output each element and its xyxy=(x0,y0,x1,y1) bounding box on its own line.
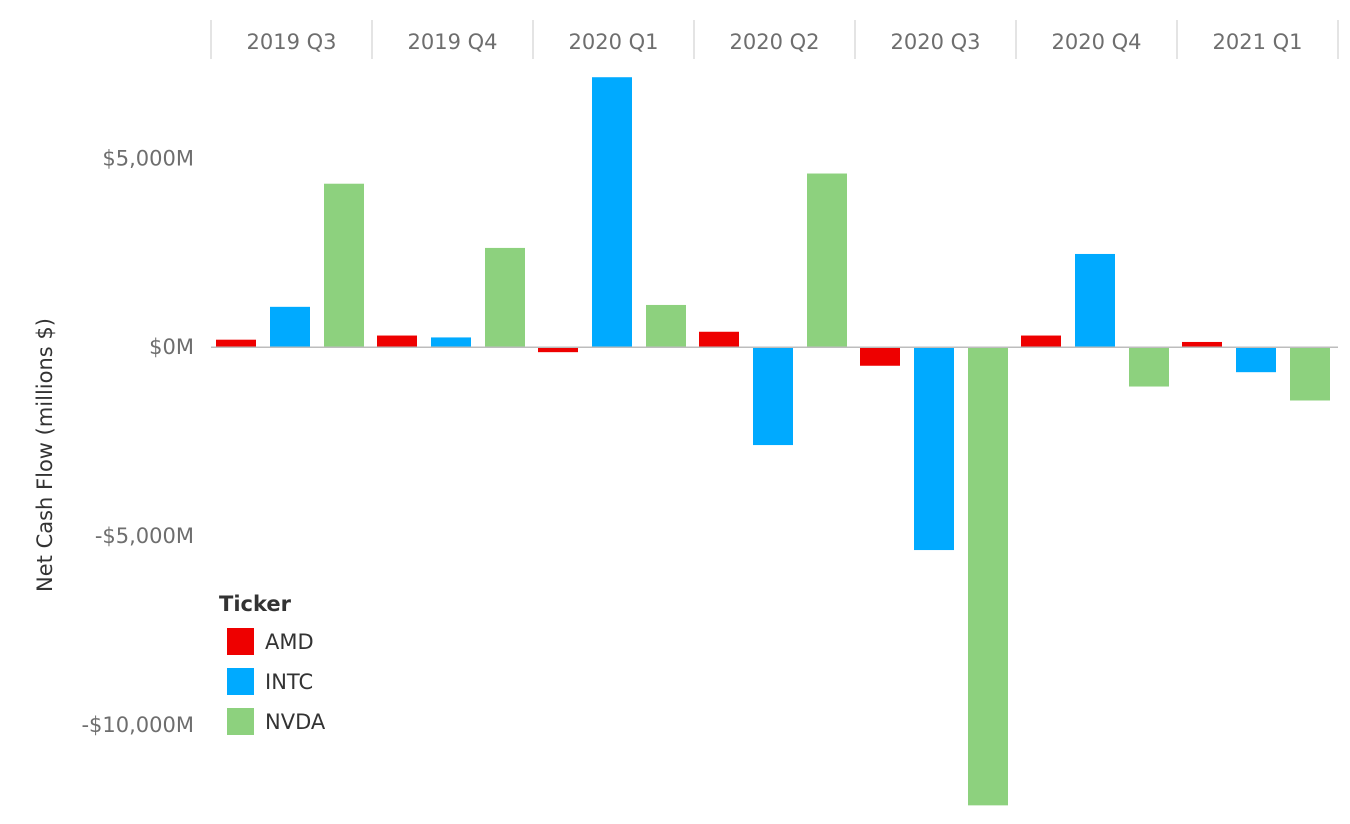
bar-intc xyxy=(1075,253,1115,348)
bar-amd xyxy=(699,331,739,348)
bar-nvda xyxy=(807,173,847,348)
period-label: 2020 Q4 xyxy=(1051,30,1141,54)
bar-nvda xyxy=(324,183,364,348)
y-tick-label: $0M xyxy=(149,335,194,359)
bar-intc xyxy=(592,77,632,348)
y-tick-label: -$10,000M xyxy=(81,713,194,737)
period-label: 2020 Q1 xyxy=(568,30,658,54)
bar-intc xyxy=(270,306,310,348)
bar-nvda xyxy=(1129,347,1169,387)
legend-items: AMD INTC NVDA xyxy=(227,628,326,735)
period-label: 2019 Q4 xyxy=(407,30,497,54)
bar-intc xyxy=(1236,347,1276,373)
bar-nvda xyxy=(1290,347,1330,401)
bars xyxy=(216,77,1330,806)
legend-swatch-amd xyxy=(227,628,254,655)
legend-label-amd: AMD xyxy=(265,630,314,654)
y-axis-title: Net Cash Flow (millions $) xyxy=(33,318,57,592)
bar-intc xyxy=(914,347,954,551)
y-axis: $5,000M $0M -$5,000M -$10,000M xyxy=(81,146,194,736)
bar-nvda xyxy=(485,247,525,348)
period-header: 2019 Q3 2019 Q4 2020 Q1 2020 Q2 2020 Q3 2020 … xyxy=(210,20,1339,59)
period-label: 2021 Q1 xyxy=(1212,30,1302,54)
legend-swatch-intc xyxy=(227,668,254,695)
period-label: 2019 Q3 xyxy=(246,30,336,54)
y-tick-label: $5,000M xyxy=(102,146,194,170)
bar-amd xyxy=(1182,341,1222,348)
legend-title: Ticker xyxy=(219,592,292,616)
bar-amd xyxy=(216,339,256,348)
bar-amd xyxy=(1021,335,1061,348)
legend-swatch-nvda xyxy=(227,708,254,735)
bar-intc xyxy=(431,337,471,348)
bar-amd xyxy=(377,335,417,348)
legend-label-intc: INTC xyxy=(265,670,313,694)
y-tick-label: -$5,000M xyxy=(95,524,194,548)
legend: Ticker AMD INTC NVDA xyxy=(219,592,326,735)
legend-label-nvda: NVDA xyxy=(265,710,326,734)
bar-amd xyxy=(538,347,578,353)
period-label: 2020 Q2 xyxy=(729,30,819,54)
bar-amd xyxy=(860,347,900,366)
bar-nvda xyxy=(646,304,686,348)
bar-nvda xyxy=(968,347,1008,806)
bar-intc xyxy=(753,347,793,446)
period-label: 2020 Q3 xyxy=(890,30,980,54)
